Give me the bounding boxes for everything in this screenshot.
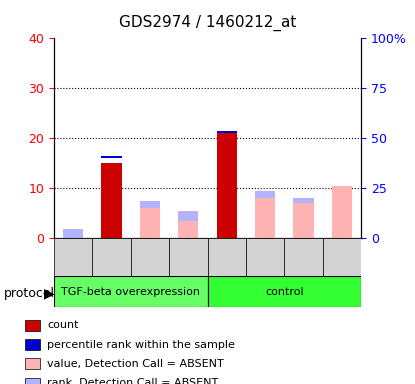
FancyBboxPatch shape — [208, 276, 361, 307]
Text: count: count — [47, 320, 79, 330]
Text: TGF-beta overexpression: TGF-beta overexpression — [61, 287, 200, 297]
FancyBboxPatch shape — [54, 238, 93, 276]
FancyBboxPatch shape — [54, 276, 208, 307]
Text: rank, Detection Call = ABSENT: rank, Detection Call = ABSENT — [47, 378, 219, 384]
Bar — [255, 198, 275, 238]
Title: GDS2974 / 1460212_at: GDS2974 / 1460212_at — [119, 15, 296, 31]
Bar — [217, 131, 237, 133]
FancyBboxPatch shape — [323, 238, 361, 276]
Bar — [293, 203, 314, 238]
Text: value, Detection Call = ABSENT: value, Detection Call = ABSENT — [47, 359, 224, 369]
Bar — [293, 198, 314, 203]
Bar — [63, 229, 83, 238]
FancyBboxPatch shape — [246, 238, 284, 276]
Text: protocol: protocol — [4, 287, 55, 300]
Bar — [101, 156, 122, 158]
Bar — [24, 339, 40, 350]
Bar — [101, 163, 122, 238]
Bar — [140, 208, 160, 238]
Text: ▶: ▶ — [44, 287, 54, 301]
Bar — [178, 220, 198, 238]
Bar — [24, 378, 40, 384]
FancyBboxPatch shape — [169, 238, 208, 276]
FancyBboxPatch shape — [284, 238, 323, 276]
Bar — [24, 358, 40, 369]
Bar — [255, 190, 275, 198]
Bar — [332, 186, 352, 238]
FancyBboxPatch shape — [93, 238, 131, 276]
Text: percentile rank within the sample: percentile rank within the sample — [47, 339, 235, 349]
Text: control: control — [265, 287, 304, 297]
Bar — [140, 200, 160, 208]
FancyBboxPatch shape — [208, 238, 246, 276]
Bar — [217, 133, 237, 238]
Bar — [24, 320, 40, 331]
Bar — [178, 210, 198, 220]
FancyBboxPatch shape — [131, 238, 169, 276]
